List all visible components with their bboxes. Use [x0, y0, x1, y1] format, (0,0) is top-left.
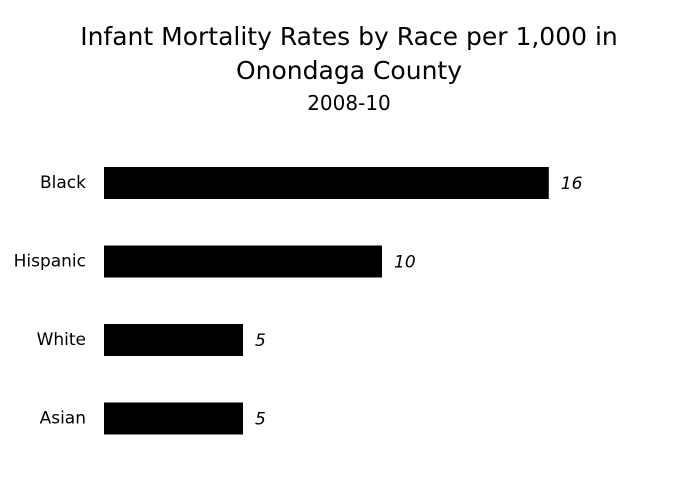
bar-black: [104, 167, 549, 199]
category-label-hispanic: Hispanic: [14, 252, 86, 272]
bar-asian: [104, 402, 243, 435]
category-label-white: White: [37, 330, 86, 350]
data-label-hispanic: 10: [394, 253, 416, 273]
chart-title-line-1: Infant Mortality Rates by Race per 1,000…: [80, 22, 618, 51]
chart-subtitle: 2008-10: [307, 91, 391, 115]
data-label-black: 16: [561, 174, 583, 194]
chart-title-line-2: Onondaga County: [235, 56, 463, 85]
category-label-black: Black: [40, 173, 86, 193]
bar-white: [104, 324, 243, 356]
category-label-asian: Asian: [40, 409, 86, 429]
data-label-white: 5: [255, 331, 266, 351]
chart-title: Infant Mortality Rates by Race per 1,000…: [0, 20, 698, 88]
data-label-asian: 5: [255, 410, 266, 430]
bar-hispanic: [104, 245, 382, 278]
